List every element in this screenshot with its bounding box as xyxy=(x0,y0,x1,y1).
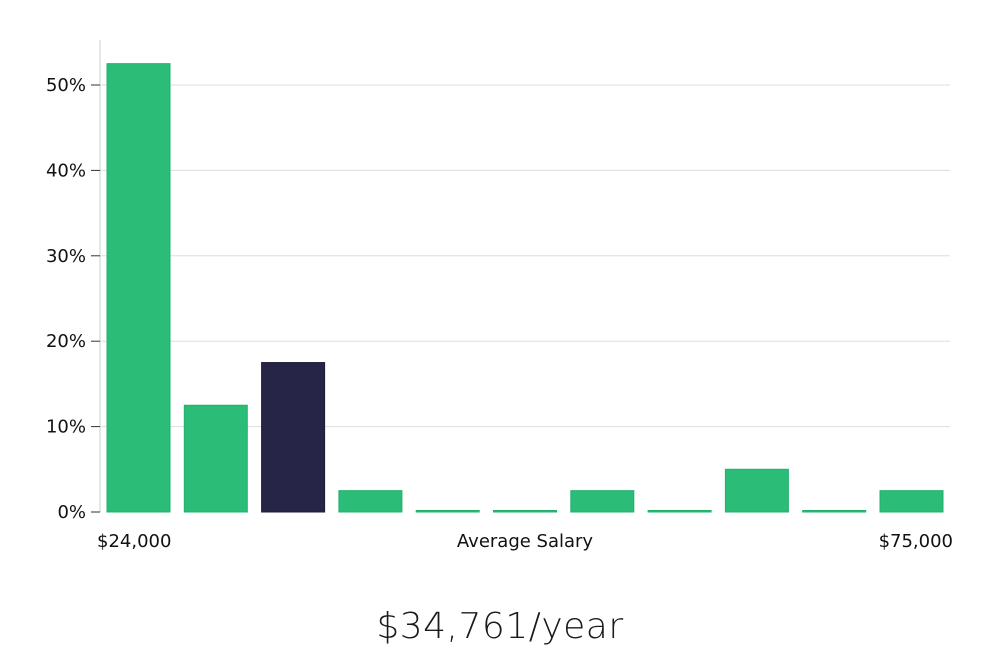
bar xyxy=(879,490,944,513)
bar xyxy=(802,510,867,513)
salary-distribution-chart: 0% 10% 20% 30% 40% 50% $24,000 Average Salary… xyxy=(46,40,953,552)
bar xyxy=(106,63,171,513)
bar xyxy=(647,510,712,513)
y-tick-label: 30% xyxy=(46,246,86,267)
y-tick-label: 10% xyxy=(46,417,86,438)
x-axis-max-label: $75,000 xyxy=(879,531,953,552)
y-tick-label: 20% xyxy=(46,331,86,352)
bars xyxy=(106,63,944,513)
gridlines xyxy=(100,84,950,428)
bar-highlighted xyxy=(261,362,326,513)
average-salary-value: $34,761/year xyxy=(376,606,624,647)
bar xyxy=(493,510,557,513)
bar xyxy=(570,490,635,513)
x-axis-title: Average Salary xyxy=(457,531,594,552)
y-axis-ticks: 0% 10% 20% 30% 40% 50% xyxy=(46,75,100,523)
x-axis-min-label: $24,000 xyxy=(97,531,171,552)
bar xyxy=(183,404,248,513)
y-tick-label: 0% xyxy=(57,502,86,523)
bar xyxy=(338,490,403,513)
y-tick-label: 50% xyxy=(46,75,86,96)
y-tick-label: 40% xyxy=(46,160,86,181)
bar xyxy=(724,468,789,513)
bar xyxy=(415,510,480,513)
